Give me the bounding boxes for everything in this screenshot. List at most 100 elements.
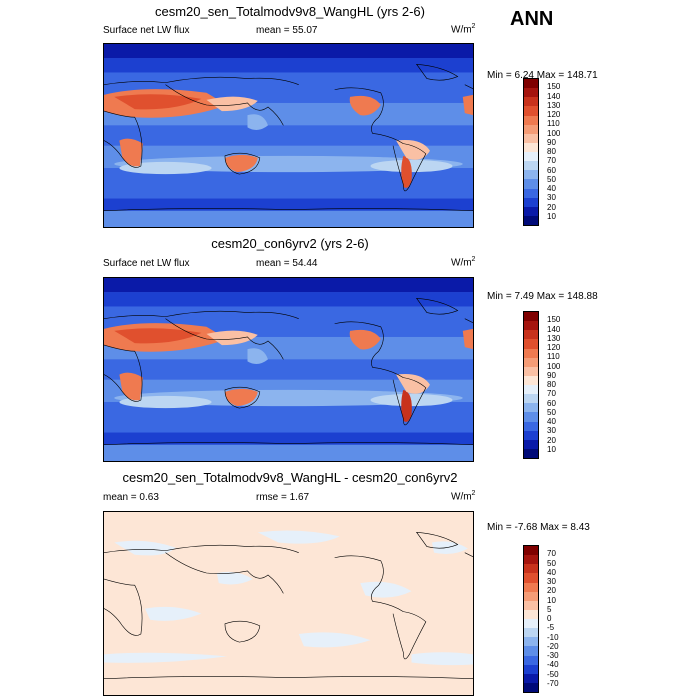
panel-2-map-field xyxy=(104,278,473,461)
colorbar-tick-label: 80 xyxy=(547,380,556,389)
colorbar-tick-label: -50 xyxy=(547,669,559,679)
colorbar-tick-label: 30 xyxy=(547,426,556,436)
panel-3-map xyxy=(103,511,474,696)
panel-1-minmax: Min = 6.24 Max = 148.71 xyxy=(487,70,598,81)
panel-3-colorbar xyxy=(523,545,539,693)
panel-2-minmax: Min = 7.49 Max = 148.88 xyxy=(487,291,598,302)
colorbar-tick-label: 10 xyxy=(547,211,556,221)
colorbar-tick-label: 30 xyxy=(547,193,556,203)
colorbar-tick-label: 50 xyxy=(547,174,556,184)
colorbar-tick-label: 30 xyxy=(547,577,556,586)
colorbar-tick-label: 140 xyxy=(547,91,561,101)
colorbar-tick-label: 100 xyxy=(547,128,561,138)
panel-2-stat-value: 54.44 xyxy=(292,258,318,269)
colorbar-swatch xyxy=(524,106,538,116)
panel-1-stat: mean = 55.07 xyxy=(256,25,317,36)
colorbar-tick-label: 120 xyxy=(547,110,561,119)
colorbar-swatch xyxy=(524,115,538,125)
colorbar-tick-label: 50 xyxy=(547,558,556,568)
colorbar-swatch xyxy=(524,366,538,376)
panel-2-map xyxy=(103,277,474,462)
colorbar-swatch xyxy=(524,430,538,440)
colorbar-swatch xyxy=(524,637,538,647)
colorbar-tick-label: 60 xyxy=(547,165,556,175)
colorbar-swatch xyxy=(524,448,538,458)
colorbar-tick-label: 5 xyxy=(547,604,552,614)
colorbar-swatch xyxy=(524,591,538,601)
colorbar-tick-label: 40 xyxy=(547,417,556,426)
colorbar-tick-label: 10 xyxy=(547,444,556,454)
colorbar-swatch xyxy=(524,546,538,556)
colorbar-tick-label: 40 xyxy=(547,184,556,193)
colorbar-swatch xyxy=(524,646,538,656)
colorbar-tick-label: -10 xyxy=(547,632,559,642)
colorbar-tick-label: -40 xyxy=(547,660,559,670)
panel-2-colorbar xyxy=(523,311,539,459)
colorbar-tick-label: 150 xyxy=(547,315,561,325)
colorbar-tick-label: 110 xyxy=(547,352,560,362)
panel-1-units-base: W/m xyxy=(451,24,472,36)
colorbar-swatch xyxy=(524,142,538,152)
panel-1-units: W/m2 xyxy=(451,23,475,35)
panel-3-units-exp: 2 xyxy=(471,490,476,497)
colorbar-swatch xyxy=(524,206,538,216)
colorbar-swatch xyxy=(524,152,538,162)
panel-2-units-exp: 2 xyxy=(471,256,476,263)
panel-2-stat-label: mean = xyxy=(256,258,290,269)
colorbar-swatch xyxy=(524,673,538,683)
colorbar-swatch xyxy=(524,348,538,358)
colorbar-tick-label: 80 xyxy=(547,147,556,156)
colorbar-swatch xyxy=(524,573,538,583)
colorbar-tick-label: 20 xyxy=(547,202,556,212)
colorbar-swatch xyxy=(524,555,538,565)
panel-1-map xyxy=(103,43,474,228)
colorbar-swatch xyxy=(524,124,538,134)
panel-2-variable-label: Surface net LW flux xyxy=(103,258,190,269)
colorbar-swatch xyxy=(524,582,538,592)
colorbar-swatch xyxy=(524,628,538,638)
colorbar-swatch xyxy=(524,682,538,692)
panel-3-colorbar-ticks: 70 50 40 30 20 10 5 0 -5 -10 -20 -30 -40 -50 -70 xyxy=(547,545,587,693)
colorbar-swatch xyxy=(524,170,538,180)
colorbar-tick-label: -70 xyxy=(547,678,559,688)
colorbar-swatch xyxy=(524,88,538,98)
colorbar-swatch xyxy=(524,564,538,574)
colorbar-swatch xyxy=(524,655,538,665)
colorbar-tick-label: 150 xyxy=(547,82,561,92)
colorbar-swatch xyxy=(524,215,538,225)
colorbar-swatch xyxy=(524,188,538,198)
colorbar-swatch xyxy=(524,321,538,331)
colorbar-tick-label: 10 xyxy=(547,595,556,605)
colorbar-swatch xyxy=(524,133,538,143)
colorbar-tick-label: 40 xyxy=(547,567,556,577)
panel-1-units-exp: 2 xyxy=(471,23,476,30)
panel-3-stat: rmse = 1.67 xyxy=(256,492,309,503)
colorbar-tick-label: 120 xyxy=(547,343,561,352)
panel-2-units-base: W/m xyxy=(451,257,472,269)
colorbar-tick-label: 130 xyxy=(547,100,561,110)
colorbar-swatch xyxy=(524,403,538,413)
colorbar-tick-label: 20 xyxy=(547,586,556,596)
colorbar-tick-label: 50 xyxy=(547,407,556,417)
colorbar-swatch xyxy=(524,385,538,395)
colorbar-swatch xyxy=(524,197,538,207)
panel-2-units: W/m2 xyxy=(451,256,475,268)
colorbar-tick-label: -5 xyxy=(547,623,555,633)
colorbar-swatch xyxy=(524,412,538,422)
panel-2-title: cesm20_con6yrv2 (yrs 2-6) xyxy=(211,236,369,251)
panel-1-colorbar-ticks: 150 140 130 120 110 100 90 80 70 60 50 40 30 20 10 xyxy=(547,78,587,226)
colorbar-swatch xyxy=(524,79,538,89)
colorbar-tick-label: 0 xyxy=(547,614,552,623)
colorbar-swatch xyxy=(524,161,538,171)
colorbar-swatch xyxy=(524,394,538,404)
colorbar-tick-label: -30 xyxy=(547,651,559,660)
colorbar-swatch xyxy=(524,609,538,619)
colorbar-tick-label: 70 xyxy=(547,156,556,166)
panel-3-title: cesm20_sen_Totalmodv9v8_WangHL - cesm20_… xyxy=(122,470,458,485)
panel-3-stat-label: rmse = xyxy=(256,492,287,503)
colorbar-tick-label: 60 xyxy=(547,398,556,408)
panel-1-stat-label: mean = xyxy=(256,25,290,36)
colorbar-swatch xyxy=(524,179,538,189)
colorbar-swatch xyxy=(524,600,538,610)
colorbar-swatch xyxy=(524,312,538,322)
